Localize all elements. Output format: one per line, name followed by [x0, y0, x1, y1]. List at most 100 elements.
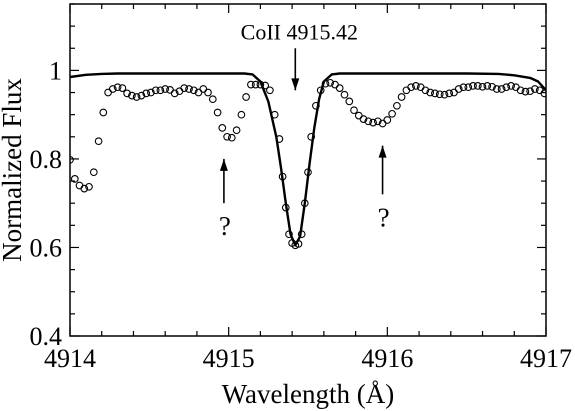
observed-data-point — [450, 88, 458, 97]
observed-data-point — [454, 85, 463, 93]
observed-data-point — [281, 203, 290, 212]
observed-data-point — [304, 168, 312, 177]
observed-data-point — [464, 83, 473, 92]
observed-data-point — [118, 84, 127, 92]
observed-data-point — [266, 86, 274, 95]
observed-data-point — [316, 86, 325, 95]
observed-data-point — [412, 82, 420, 90]
observed-data-point — [426, 88, 435, 97]
observed-data-point — [270, 110, 279, 119]
observed-data-point — [113, 83, 122, 92]
annotations: CoII 4915.42?? — [219, 19, 390, 241]
annotation-arrow-head — [378, 145, 387, 158]
unidentified-line-label: ? — [219, 211, 231, 241]
observed-data-point — [89, 168, 98, 177]
observed-data-point — [393, 101, 401, 110]
observed-data-point — [137, 91, 146, 100]
observed-data-point — [128, 91, 136, 100]
observed-data-point — [294, 240, 303, 248]
observed-data-point — [321, 79, 330, 88]
observed-data-point — [75, 181, 84, 190]
observed-data-point — [85, 182, 93, 191]
observed-data-point — [364, 117, 373, 126]
observed-data-point — [326, 78, 335, 87]
observed-data-point — [99, 108, 108, 117]
observed-data-point — [388, 109, 396, 118]
observed-data-point — [440, 90, 449, 99]
observed-data-point — [397, 93, 406, 101]
observed-data-point — [227, 133, 236, 142]
observed-data-point — [166, 86, 174, 94]
observed-data-point — [354, 111, 363, 120]
observed-data-point — [70, 155, 74, 164]
observed-data-point — [483, 82, 492, 90]
observed-data-point — [94, 137, 103, 146]
observed-data-point — [307, 132, 316, 141]
x-axis-title: Wavelength (Å) — [222, 379, 395, 409]
observed-data-point — [312, 101, 320, 110]
observed-data-point — [156, 86, 165, 95]
unidentified-line-label: ? — [378, 202, 390, 232]
observed-data-point — [540, 89, 546, 98]
annotation-arrow-head — [291, 78, 300, 91]
observed-data-point — [478, 82, 487, 91]
observed-data-point — [132, 93, 141, 101]
observed-data-point — [497, 85, 506, 93]
plot-area — [70, 72, 546, 250]
observed-data-point — [300, 199, 309, 208]
observed-data-point — [350, 106, 358, 115]
observed-data-point — [459, 83, 468, 92]
observed-data-point — [492, 85, 501, 93]
observed-data-point — [531, 85, 539, 93]
observed-data-point — [213, 108, 222, 117]
tick-labels: 4914 4915 4916 4917 0.4 0.6 0.8 1 — [30, 56, 573, 373]
observed-data-point — [445, 89, 454, 98]
observed-data-point — [335, 84, 344, 92]
observed-data-point — [261, 81, 270, 90]
observed-data-point — [507, 82, 515, 90]
observed-data-point — [407, 83, 415, 92]
observed-data-point — [104, 88, 112, 97]
observed-data-point — [431, 89, 439, 98]
observed-data-point — [297, 230, 306, 239]
x-tick-label: 4917 — [520, 344, 572, 373]
observed-data-point — [421, 86, 430, 95]
y-tick-label: 0.6 — [30, 233, 63, 262]
observed-data-point — [204, 88, 212, 97]
plot-frame — [69, 3, 547, 337]
observed-data-point — [256, 80, 265, 89]
observed-data-point — [516, 86, 525, 95]
observed-data-point — [108, 85, 117, 93]
observed-data-point — [247, 80, 255, 89]
observed-data-point — [208, 95, 217, 104]
axis-ticks — [69, 3, 547, 337]
observed-data-point — [151, 86, 160, 95]
observed-data-point — [223, 132, 231, 141]
observed-data-point — [232, 126, 241, 135]
y-axis-title: Normalized Flux — [0, 78, 27, 262]
observed-data-point — [369, 118, 377, 127]
line-id-label: CoII 4915.42 — [241, 19, 358, 44]
observed-data-point — [189, 86, 198, 95]
observed-data-point — [488, 82, 496, 91]
annotation-arrow-head — [219, 158, 228, 171]
observed-data-point — [359, 115, 368, 123]
observed-data-point — [435, 90, 444, 99]
observed-data-point — [142, 89, 151, 98]
observed-data-point — [80, 184, 89, 193]
observed-data-point — [242, 93, 250, 101]
x-tick-label: 4916 — [361, 344, 413, 373]
x-tick-label: 4914 — [44, 344, 96, 373]
observed-data-point — [521, 87, 530, 96]
observed-data-point — [469, 82, 477, 90]
observed-data-point — [345, 97, 354, 106]
y-tick-label: 1 — [49, 56, 62, 85]
observed-data-point — [402, 86, 411, 95]
observed-data-point — [373, 117, 382, 126]
observed-data-point — [237, 110, 246, 119]
observed-data-point — [161, 85, 170, 93]
observed-data-point — [185, 85, 193, 93]
observed-data-point — [526, 87, 534, 96]
observed-data-point — [285, 230, 293, 239]
